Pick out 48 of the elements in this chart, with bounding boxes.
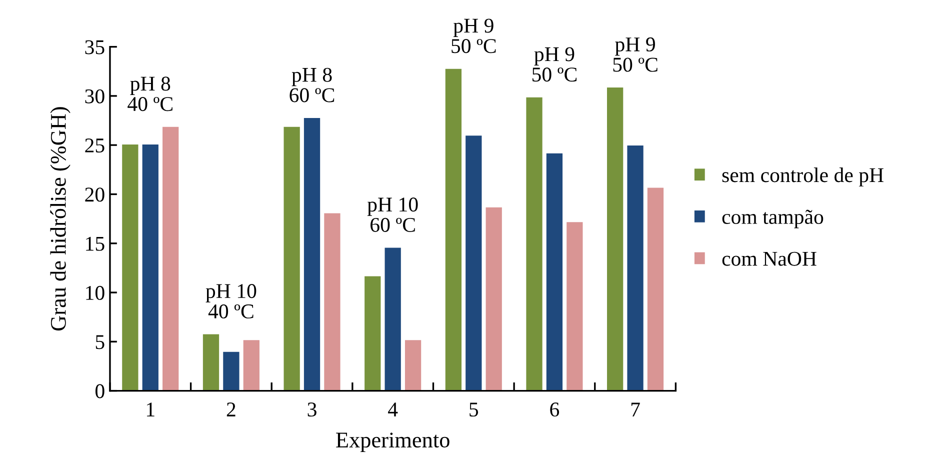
bar [121, 144, 140, 391]
legend-label: com NaOH [722, 252, 816, 266]
bar [282, 126, 301, 391]
x-tick-label: 6 [550, 402, 560, 417]
y-axis-title: Grau de hidrólise (%GH) [50, 107, 70, 330]
x-tick-label: 5 [470, 402, 478, 417]
x-tick-label: 4 [388, 402, 398, 416]
bar [525, 96, 544, 391]
bar [606, 86, 624, 391]
annotation: pH 9 50 ºC [613, 37, 658, 72]
bar [202, 333, 220, 391]
bar [484, 206, 503, 391]
bar [141, 144, 160, 391]
bar [444, 68, 462, 391]
x-tick-label: 1 [147, 402, 154, 416]
annotation: pH 10 60 ºC [367, 198, 418, 232]
x-tick-label: 2 [226, 402, 236, 416]
y-tick-label: 35 [85, 40, 104, 54]
bar [242, 339, 260, 391]
bar [546, 152, 564, 391]
x-tick-label: 3 [308, 402, 316, 417]
legend-label: com tampão [722, 210, 824, 228]
annotation: pH 9 50 ºC [532, 47, 577, 82]
y-tick-label: 0 [95, 384, 104, 398]
bar [303, 117, 321, 391]
bar [222, 351, 240, 391]
y-tick-label: 20 [85, 188, 104, 202]
bar [626, 144, 644, 391]
y-tick-label: 30 [85, 89, 104, 104]
bar [384, 246, 402, 391]
legend-label: sem controle de pH [722, 168, 884, 186]
bar [364, 275, 382, 391]
bar [162, 126, 180, 391]
y-tick-label: 5 [96, 335, 104, 350]
bar [566, 221, 584, 391]
x-axis-title: Experimento [336, 432, 450, 452]
bar [323, 212, 342, 391]
annotation: pH 10 40 ºC [206, 284, 256, 318]
bar [404, 339, 422, 391]
x-tick-label: 7 [631, 402, 640, 416]
annotation: pH 9 50 ºC [452, 18, 496, 54]
y-tick-label: 25 [85, 138, 104, 153]
annotation: pH 8 60 ºC [290, 68, 334, 102]
bar [646, 186, 664, 391]
y-tick-label: 10 [86, 286, 104, 300]
bar [464, 134, 483, 391]
annotation: pH 8 40 ºC [128, 76, 172, 112]
y-tick-label: 15 [86, 236, 104, 251]
